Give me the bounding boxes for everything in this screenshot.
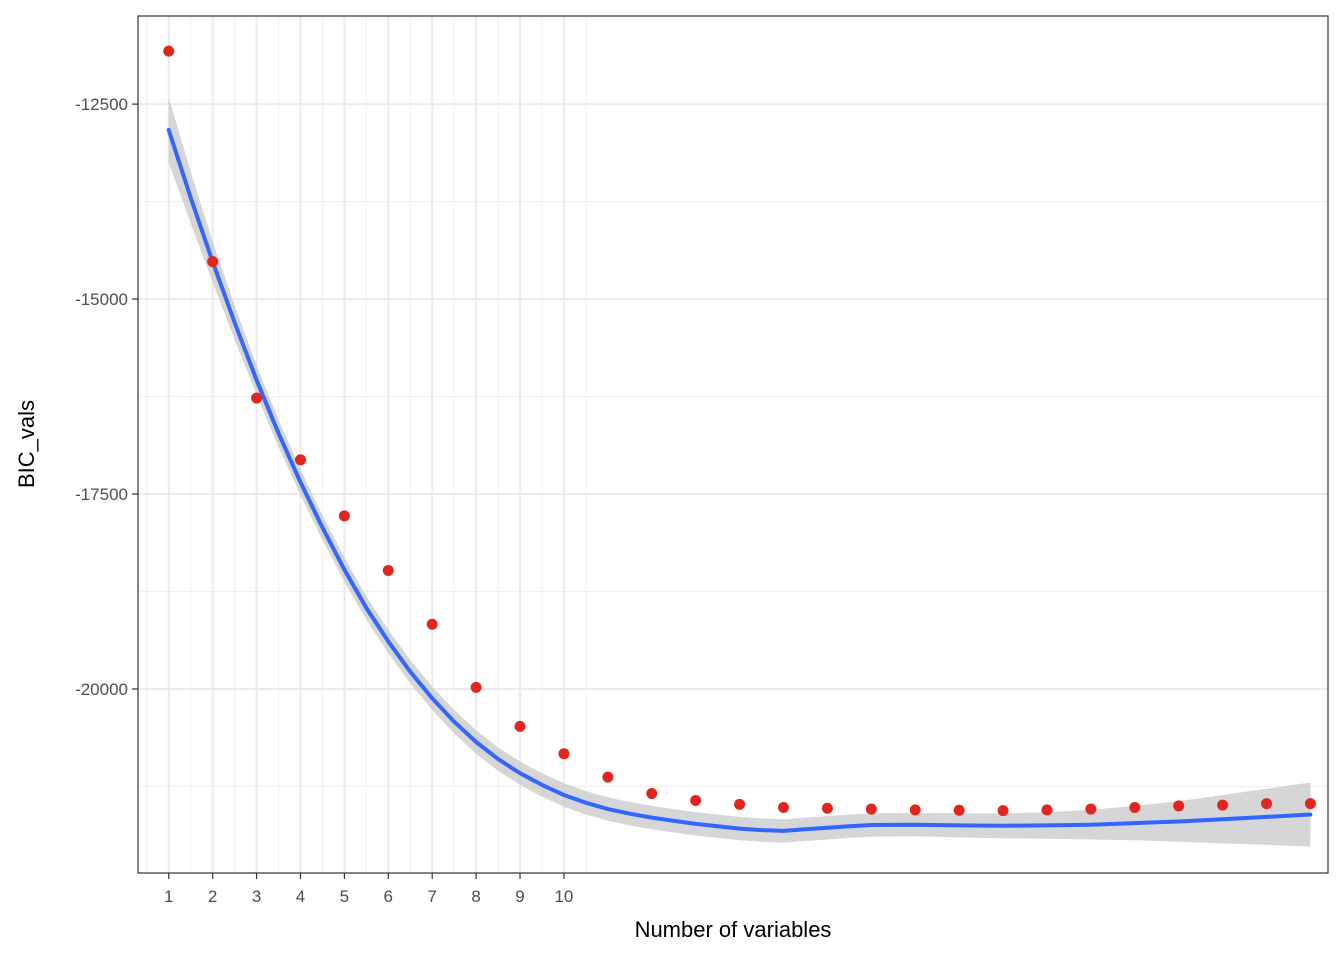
x-tick-label: 2: [208, 887, 217, 906]
data-point: [1173, 800, 1185, 812]
grid-minor: [138, 16, 1328, 873]
data-point: [1041, 804, 1053, 816]
smooth-curve: [166, 127, 1313, 833]
data-point: [338, 510, 350, 522]
data-point: [558, 748, 570, 760]
data-points: [163, 45, 1316, 817]
data-point: [163, 45, 175, 57]
data-point: [821, 802, 833, 814]
data-point: [734, 798, 746, 810]
data-point: [382, 564, 394, 576]
data-point: [426, 618, 438, 630]
y-tick-label: -20000: [75, 680, 128, 699]
x-tick-label: 7: [427, 887, 436, 906]
data-point: [602, 771, 614, 783]
y-axis-title: BIC_vals: [14, 400, 39, 488]
x-tick-label: 6: [384, 887, 393, 906]
x-axis-title: Number of variables: [635, 917, 832, 942]
plot-panel-background: [138, 16, 1328, 873]
plot-panel-border: [137, 15, 1329, 874]
data-point: [953, 804, 965, 816]
data-point: [251, 392, 263, 404]
x-tick-label: 5: [340, 887, 349, 906]
data-point: [294, 454, 306, 466]
y-tick-label: -17500: [75, 485, 128, 504]
x-tick-label: 4: [296, 887, 305, 906]
data-point: [470, 681, 482, 693]
y-tick-label: -15000: [75, 290, 128, 309]
data-point: [1085, 803, 1097, 815]
x-tick-label: 8: [471, 887, 480, 906]
y-tick-label: -12500: [75, 95, 128, 114]
x-axis: 1 2 3 4 5 6 7 8 9 10: [164, 873, 573, 906]
data-point: [646, 787, 658, 799]
data-point: [1304, 798, 1316, 810]
data-point: [1129, 801, 1141, 813]
data-point: [777, 801, 789, 813]
data-point: [909, 804, 921, 816]
x-tick-label: 1: [164, 887, 173, 906]
smooth-line: [166, 127, 1313, 833]
data-point: [690, 794, 702, 806]
x-tick-label: 9: [515, 887, 524, 906]
x-tick-label: 3: [252, 887, 261, 906]
data-point: [997, 805, 1009, 817]
y-axis: -12500 -15000 -17500 -20000: [75, 95, 138, 699]
data-point: [1261, 798, 1273, 810]
data-point: [514, 720, 526, 732]
data-point: [1217, 799, 1229, 811]
grid-major: [138, 16, 1328, 873]
data-point: [865, 803, 877, 815]
x-tick-label: 10: [554, 887, 573, 906]
data-point: [207, 256, 219, 268]
